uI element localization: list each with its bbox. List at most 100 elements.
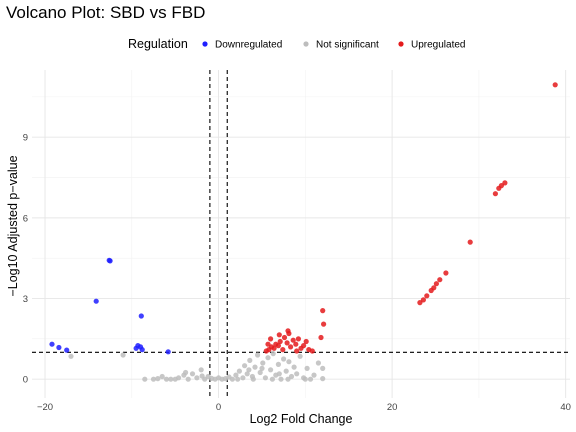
point-not-significant — [246, 367, 252, 373]
point-not-significant — [185, 376, 191, 382]
point-not-significant — [242, 363, 248, 369]
point-not-significant — [302, 376, 308, 382]
point-not-significant — [229, 376, 235, 382]
point-not-significant — [283, 368, 289, 374]
point-not-significant — [163, 376, 170, 382]
point-not-significant — [270, 351, 276, 357]
point-upregulated — [420, 297, 426, 303]
point-not-significant — [268, 367, 274, 373]
point-not-significant — [194, 375, 200, 381]
point-not-significant — [260, 360, 266, 366]
point-upregulated — [552, 82, 558, 88]
point-not-significant — [199, 373, 205, 379]
threshold-lines — [32, 70, 570, 398]
data-points — [49, 82, 558, 382]
point-not-significant — [252, 364, 258, 370]
point-upregulated — [309, 348, 315, 354]
x-tick-label: 20 — [387, 402, 398, 413]
y-axis-title: −Log10 Adjusted p−value — [6, 155, 20, 296]
y-tick-label: 3 — [23, 294, 28, 305]
legend-key-not-significant — [303, 41, 309, 47]
point-not-significant — [278, 376, 284, 382]
point-upregulated — [293, 341, 299, 347]
point-upregulated — [276, 332, 282, 338]
point-not-significant — [68, 353, 74, 359]
point-upregulated — [321, 321, 327, 327]
point-not-significant — [286, 359, 292, 365]
point-upregulated — [428, 287, 434, 294]
legend-title: Regulation — [128, 37, 188, 51]
point-not-significant — [244, 371, 250, 377]
point-upregulated — [285, 328, 291, 334]
point-upregulated — [275, 343, 281, 349]
point-upregulated — [437, 277, 443, 283]
point-upregulated — [502, 180, 508, 186]
point-downregulated — [93, 298, 99, 304]
point-upregulated — [268, 336, 274, 342]
point-downregulated — [49, 341, 55, 347]
y-tick-label: 0 — [23, 375, 28, 386]
point-not-significant — [320, 376, 326, 382]
point-not-significant — [265, 355, 271, 361]
point-not-significant — [291, 364, 297, 370]
point-not-significant — [150, 376, 157, 382]
point-not-significant — [304, 365, 310, 371]
point-not-significant — [294, 371, 300, 377]
point-not-significant — [297, 353, 303, 359]
chart-title: Volcano Plot: SBD vs FBD — [6, 3, 205, 22]
legend-key-upregulated — [398, 41, 404, 47]
point-downregulated — [138, 313, 144, 319]
point-upregulated — [443, 270, 449, 276]
point-upregulated — [280, 347, 286, 353]
x-axis-title: Log2 Fold Change — [250, 412, 353, 426]
point-not-significant — [262, 375, 268, 381]
point-not-significant — [142, 376, 148, 382]
point-upregulated — [277, 338, 283, 345]
point-not-significant — [281, 356, 287, 362]
point-not-significant — [120, 352, 126, 358]
point-upregulated — [496, 185, 502, 191]
point-not-significant — [259, 365, 265, 371]
point-not-significant — [189, 371, 196, 377]
legend-label-not-significant: Not significant — [316, 40, 379, 51]
point-upregulated — [433, 281, 439, 287]
point-upregulated — [424, 293, 430, 299]
point-not-significant — [269, 376, 275, 382]
point-not-significant — [307, 376, 314, 382]
point-upregulated — [281, 334, 288, 341]
y-tick-label: 6 — [23, 213, 28, 224]
point-upregulated — [265, 341, 271, 347]
point-upregulated — [301, 343, 307, 349]
point-upregulated — [288, 344, 294, 350]
point-not-significant — [240, 375, 246, 381]
point-upregulated — [318, 334, 324, 341]
point-not-significant — [172, 376, 178, 382]
point-upregulated — [492, 191, 498, 197]
point-downregulated — [139, 347, 145, 353]
point-not-significant — [198, 367, 204, 373]
x-tick-label: −20 — [37, 402, 53, 413]
point-downregulated — [133, 345, 139, 351]
point-not-significant — [155, 376, 161, 382]
point-upregulated — [467, 239, 473, 245]
point-upregulated — [290, 337, 296, 343]
point-not-significant — [183, 369, 189, 376]
legend-label-downregulated: Downregulated — [215, 40, 282, 51]
x-tick-label: 40 — [560, 402, 571, 413]
point-downregulated — [56, 344, 62, 351]
legend-label-upregulated: Upregulated — [411, 40, 465, 51]
point-not-significant — [236, 368, 242, 374]
gridlines — [32, 70, 570, 398]
legend-key-downregulated — [202, 41, 208, 47]
point-not-significant — [315, 360, 321, 366]
x-tick-label: 0 — [216, 402, 221, 413]
point-not-significant — [257, 369, 263, 376]
point-upregulated — [295, 336, 301, 342]
point-upregulated — [271, 345, 277, 351]
y-tick-label: 9 — [23, 133, 28, 144]
point-not-significant — [275, 361, 281, 367]
axes: −20 0 20 40 0 3 6 9 — [23, 133, 571, 413]
point-not-significant — [311, 372, 317, 378]
legend: Regulation Downregulated Not significant U… — [128, 37, 465, 51]
